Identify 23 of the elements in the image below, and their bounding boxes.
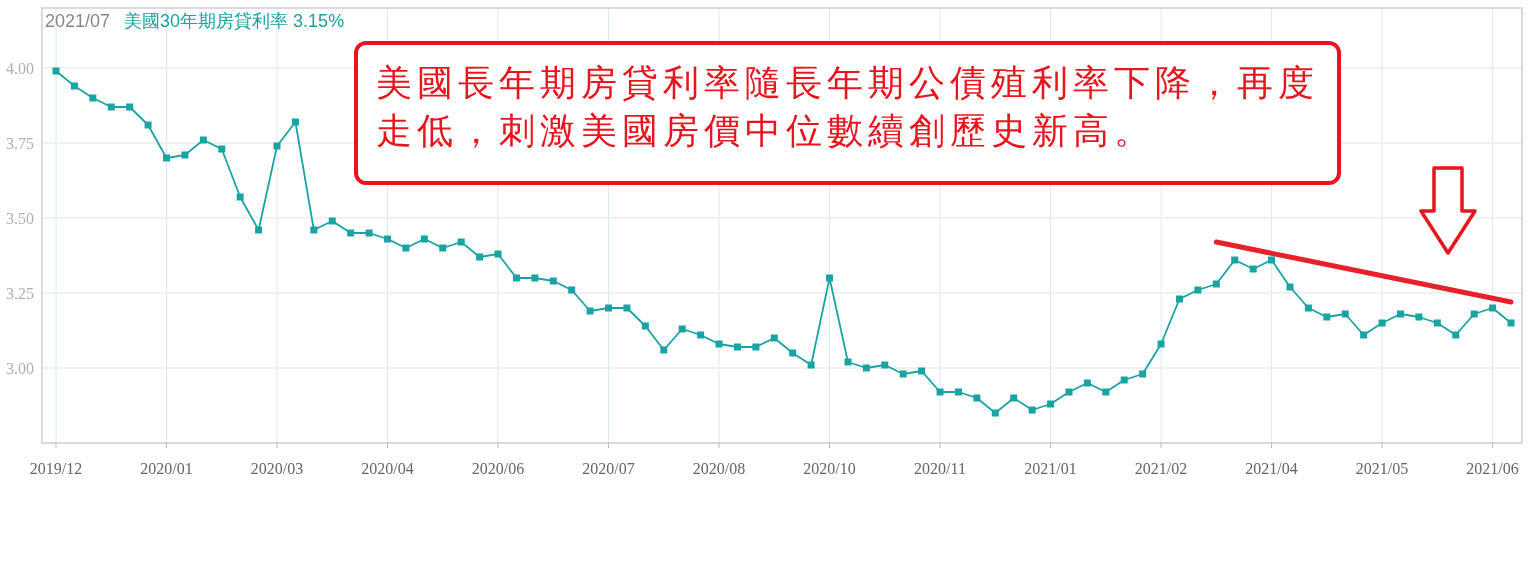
y-tick-label: 3.50 — [6, 210, 34, 227]
x-tick-label: 2020/01 — [140, 460, 193, 477]
x-tick-label: 2019/12 — [29, 460, 83, 477]
x-tick-label: 2021/04 — [1245, 460, 1298, 477]
chart-subtitle: 2021/07 — [45, 11, 111, 31]
x-tick-label: 2020/06 — [471, 460, 525, 477]
annotation: 美國長年期房貸利率隨長年期公債殖利率下降，再度走低，刺激美國房價中位數續創歷史新高。 — [376, 62, 1319, 151]
y-tick-label: 4.00 — [6, 60, 34, 77]
x-tick-label: 2020/04 — [361, 460, 414, 477]
x-tick-label: 2020/08 — [692, 460, 746, 477]
y-tick-label: 3.75 — [6, 135, 34, 152]
chart-title: 美國30年期房貸利率 3.15% — [124, 11, 345, 31]
x-tick-label: 2020/11 — [914, 460, 966, 477]
x-tick-label: 2020/07 — [582, 460, 635, 477]
x-tick-label: 2021/02 — [1134, 460, 1188, 477]
y-tick-label: 3.25 — [6, 285, 34, 302]
x-tick-label: 2021/01 — [1024, 460, 1077, 477]
x-tick-label: 2021/06 — [1466, 460, 1519, 477]
y-tick-label: 3.00 — [6, 360, 34, 377]
x-tick-label: 2021/05 — [1355, 460, 1409, 477]
x-tick-label: 2020/10 — [803, 460, 856, 477]
x-tick-label: 2020/03 — [250, 460, 304, 477]
annotation: 美國長年期房貸利率隨長年期公債殖利率下降，再度走低，刺激美國房價中位數續創歷史新高。 — [354, 41, 1341, 185]
